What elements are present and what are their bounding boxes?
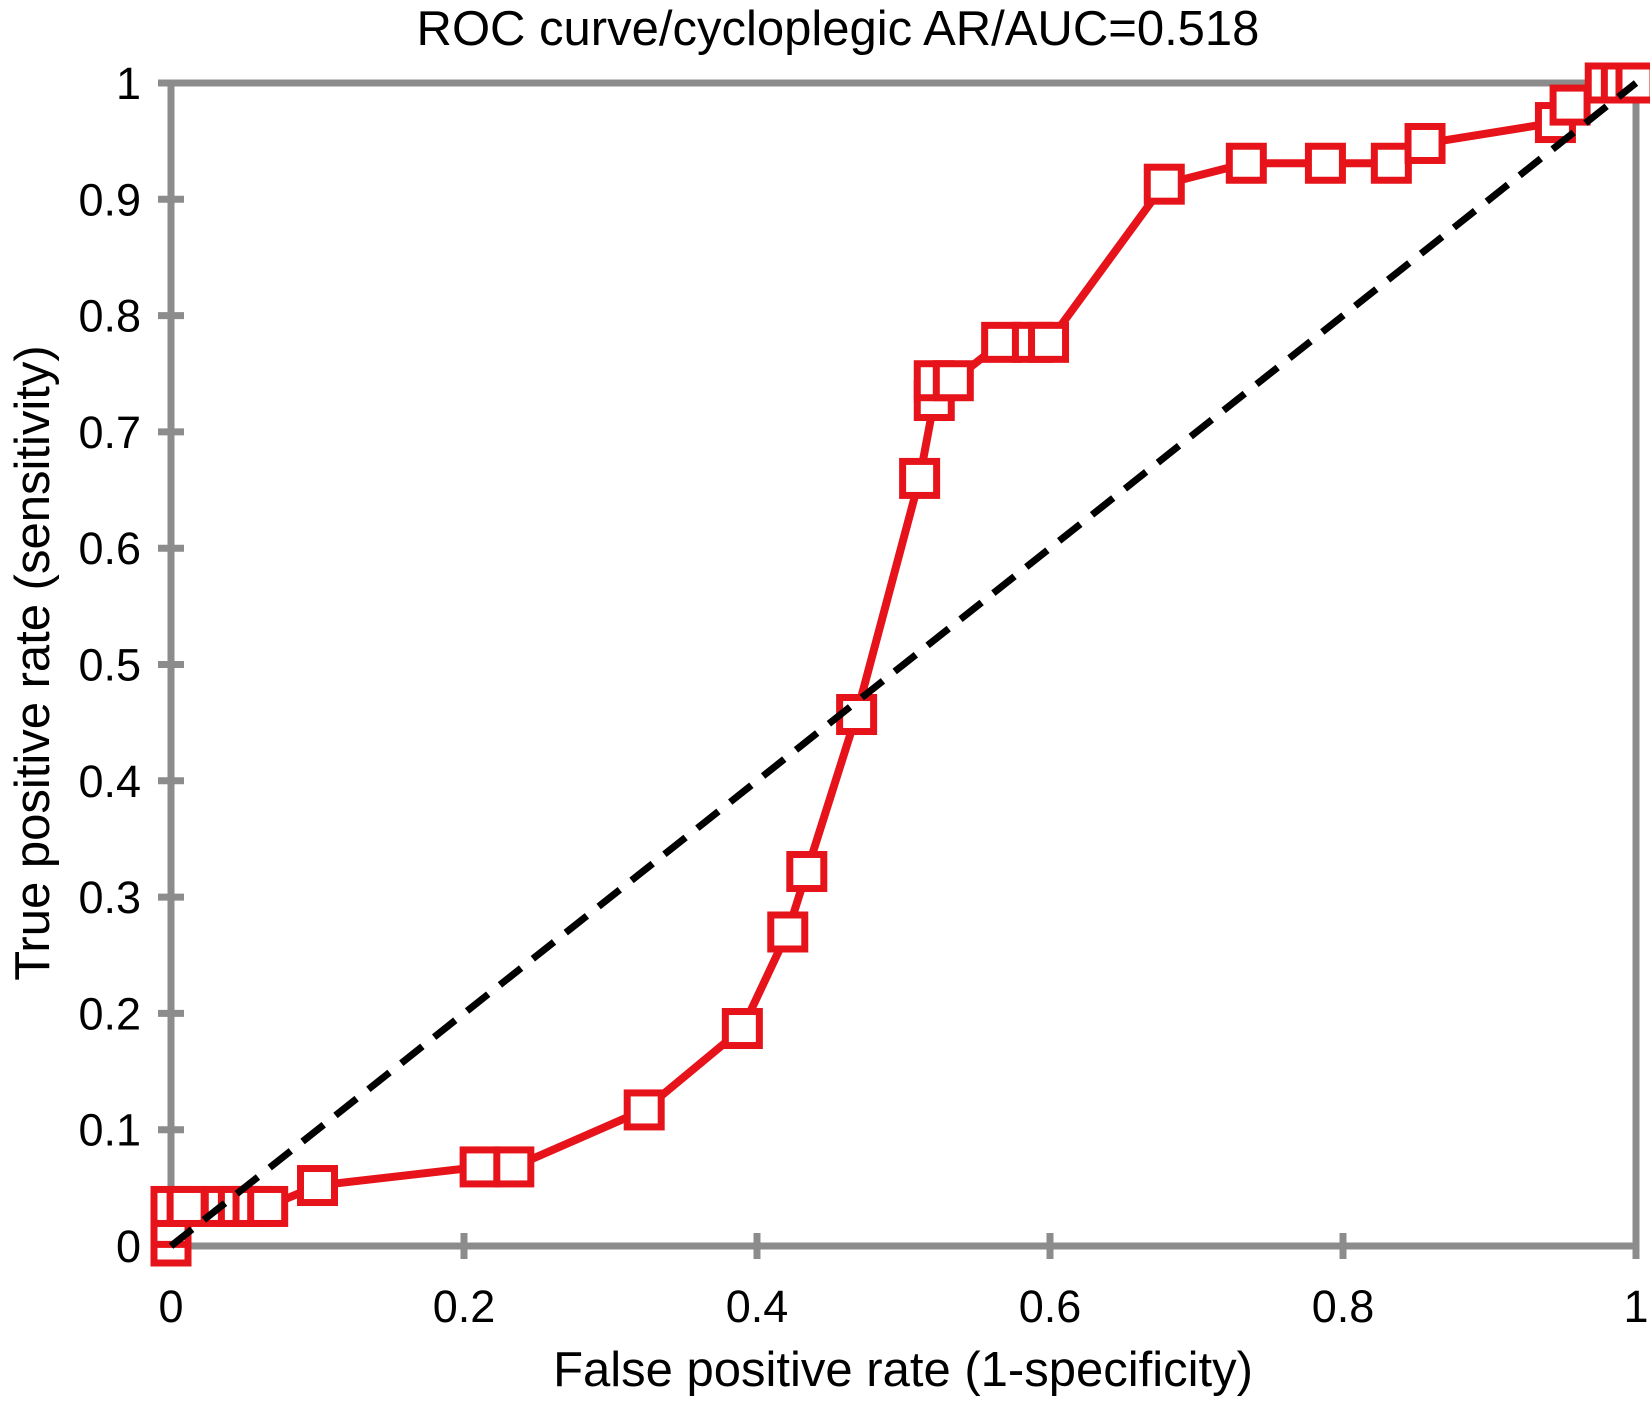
y-tick-label: 0.7 [78, 407, 141, 458]
roc-data-point-marker [493, 1146, 535, 1188]
y-tick-label: 0.6 [78, 523, 141, 574]
x-tick-label: 0.2 [433, 1281, 496, 1332]
x-tick-label: 1 [1623, 1281, 1648, 1332]
roc-data-point-marker [786, 851, 828, 893]
roc-data-point-marker [1028, 321, 1070, 363]
roc-data-point-marker [721, 1008, 763, 1050]
roc-data-point-marker [1225, 142, 1267, 184]
roc-data-point-marker [1549, 84, 1591, 126]
y-tick-label: 0.3 [78, 872, 141, 923]
roc-data-point-marker [623, 1089, 665, 1131]
y-tick-label: 0.1 [78, 1105, 141, 1156]
roc-data-point-marker [459, 1146, 501, 1188]
y-tick-label: 0.2 [78, 988, 141, 1039]
roc-data-point-marker [1143, 163, 1185, 205]
y-tick-label: 0.5 [78, 640, 141, 691]
roc-data-point-marker [932, 360, 974, 402]
y-tick-label: 1 [116, 58, 141, 109]
reference-diagonal-line [168, 80, 1639, 1249]
roc-data-point-marker [1304, 142, 1346, 184]
roc-data-point-marker [767, 911, 809, 953]
roc-data-point-marker [297, 1165, 338, 1207]
x-tick-label: 0.4 [726, 1281, 789, 1332]
roc-data-point-marker [1404, 122, 1446, 164]
y-tick-label: 0.4 [78, 756, 141, 807]
y-axis-title: True positive rate (sensitivity) [6, 345, 60, 981]
y-tick-label: 0.8 [78, 291, 141, 342]
x-tick-label: 0.6 [1019, 1281, 1082, 1332]
x-tick-label: 0 [158, 1281, 183, 1332]
y-tick-label: 0 [116, 1221, 141, 1272]
x-tick-label: 0.8 [1312, 1281, 1375, 1332]
x-axis-title: False positive rate (1-specificity) [553, 1343, 1253, 1397]
y-tick-label: 0.9 [78, 174, 141, 225]
roc-data-point-marker [1370, 142, 1412, 184]
roc-data-point-marker [166, 1185, 208, 1227]
roc-data-point-marker [247, 1185, 289, 1227]
chart-title: ROC curve/cycloplegic AR/AUC=0.518 [416, 2, 1260, 56]
roc-data-point-marker [899, 457, 941, 499]
